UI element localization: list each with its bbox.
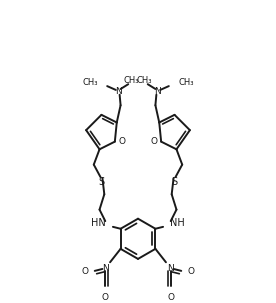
- Text: CH₃: CH₃: [137, 76, 152, 85]
- Text: O: O: [167, 293, 174, 302]
- Text: N: N: [102, 264, 109, 272]
- Text: CH₃: CH₃: [82, 78, 98, 87]
- Text: CH₃: CH₃: [178, 78, 194, 87]
- Text: N: N: [154, 87, 161, 96]
- Text: HN: HN: [91, 218, 106, 228]
- Text: NH: NH: [170, 218, 185, 228]
- Text: O: O: [188, 267, 195, 276]
- Text: CH₃: CH₃: [124, 76, 139, 85]
- Text: N: N: [167, 264, 174, 272]
- Text: O: O: [150, 137, 157, 146]
- Text: O: O: [102, 293, 109, 302]
- Text: O: O: [81, 267, 88, 276]
- Text: S: S: [98, 177, 105, 187]
- Text: S: S: [171, 177, 178, 187]
- Text: O: O: [119, 137, 126, 146]
- Text: N: N: [115, 87, 122, 96]
